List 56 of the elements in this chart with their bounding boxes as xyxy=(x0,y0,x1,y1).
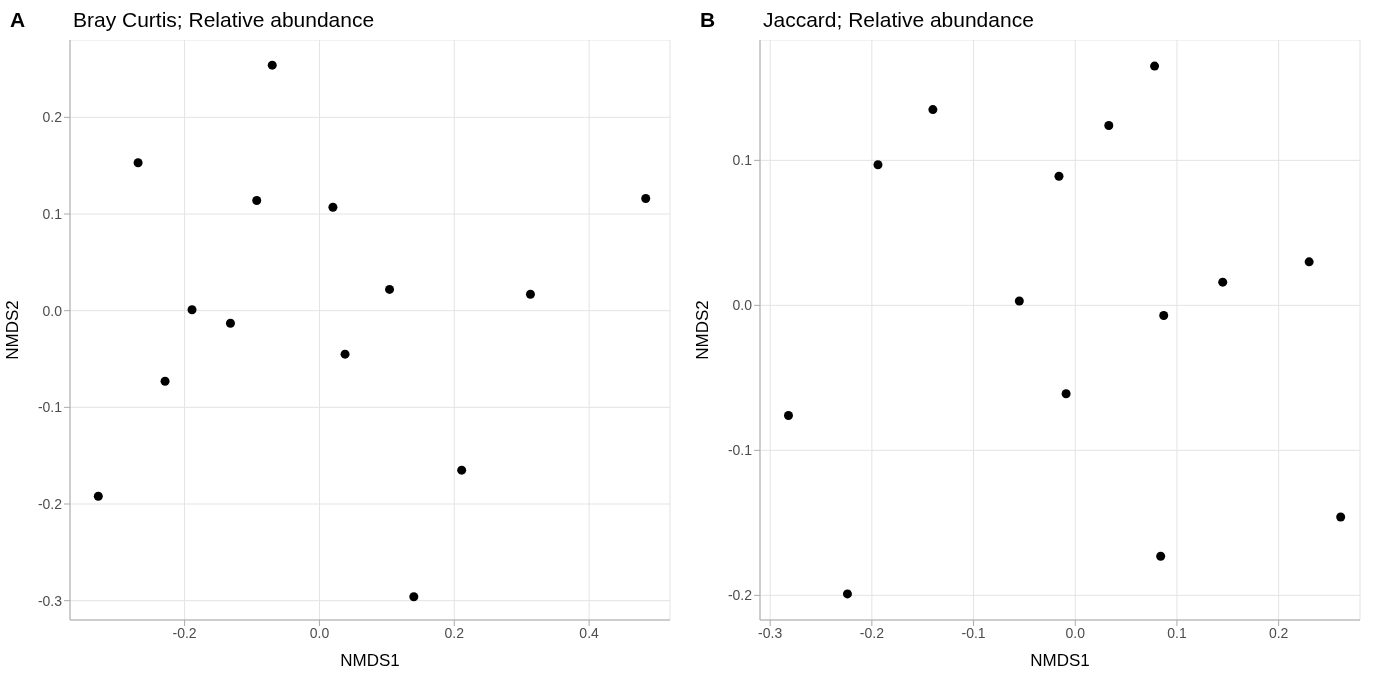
y-tick-label: -0.3 xyxy=(37,592,63,609)
point xyxy=(1159,311,1169,320)
x-axis-title: NMDS1 xyxy=(1030,651,1090,670)
point xyxy=(1156,551,1166,561)
text: B xyxy=(700,8,716,31)
point xyxy=(457,465,467,475)
point xyxy=(1336,512,1346,522)
point xyxy=(328,202,338,212)
y-axis-title: NMDS2 xyxy=(3,300,23,360)
point xyxy=(1150,61,1160,71)
point xyxy=(160,376,170,386)
point xyxy=(1054,171,1064,181)
point xyxy=(133,158,143,168)
point xyxy=(641,194,651,204)
point xyxy=(225,318,235,328)
x-axis-title: NMDS1 xyxy=(340,651,400,670)
point xyxy=(928,105,938,115)
point xyxy=(1304,257,1314,267)
x-tick-label: 0.1 xyxy=(1167,624,1187,641)
point xyxy=(187,305,197,315)
y-tick-label: 0.2 xyxy=(42,109,63,126)
point xyxy=(873,160,883,170)
point xyxy=(267,60,277,70)
point xyxy=(525,289,535,299)
point xyxy=(1104,121,1114,131)
y-tick-label: 0.0 xyxy=(732,297,753,314)
y-tick-label: 0.1 xyxy=(732,152,753,169)
x-tick-label: 0.0 xyxy=(309,624,330,641)
x-tick-label: 0.2 xyxy=(1268,624,1289,641)
point xyxy=(385,284,395,294)
point xyxy=(1014,296,1024,306)
y-axis-title: NMDS2 xyxy=(693,300,713,360)
y-tick-label: -0.1 xyxy=(37,399,63,416)
y-tick-label: 0.0 xyxy=(42,302,63,319)
text: A xyxy=(10,8,26,31)
x-tick-label: -0.1 xyxy=(961,624,986,641)
y-tick-label: -0.2 xyxy=(727,587,753,604)
x-tick-label: -0.3 xyxy=(758,624,783,641)
x-tick-label: -0.2 xyxy=(172,624,197,641)
point xyxy=(409,592,419,602)
point xyxy=(340,349,350,359)
x-tick-label: 0.0 xyxy=(1065,624,1086,641)
y-tick-label: 0.1 xyxy=(42,205,63,222)
x-tick-label: 0.2 xyxy=(444,624,465,641)
point xyxy=(842,589,852,599)
y-tick-label: -0.1 xyxy=(727,442,753,459)
x-tick-label: 0.4 xyxy=(579,624,600,641)
point xyxy=(252,195,262,205)
y-tick-label: -0.2 xyxy=(37,495,63,512)
point xyxy=(1218,277,1228,287)
chart-title: Jaccard; Relative abundance xyxy=(763,8,1034,32)
point xyxy=(783,411,793,421)
x-tick-label: -0.2 xyxy=(859,624,885,641)
chart-title: Bray Curtis; Relative abundance xyxy=(73,8,375,32)
point xyxy=(1061,389,1071,399)
point xyxy=(93,491,103,501)
